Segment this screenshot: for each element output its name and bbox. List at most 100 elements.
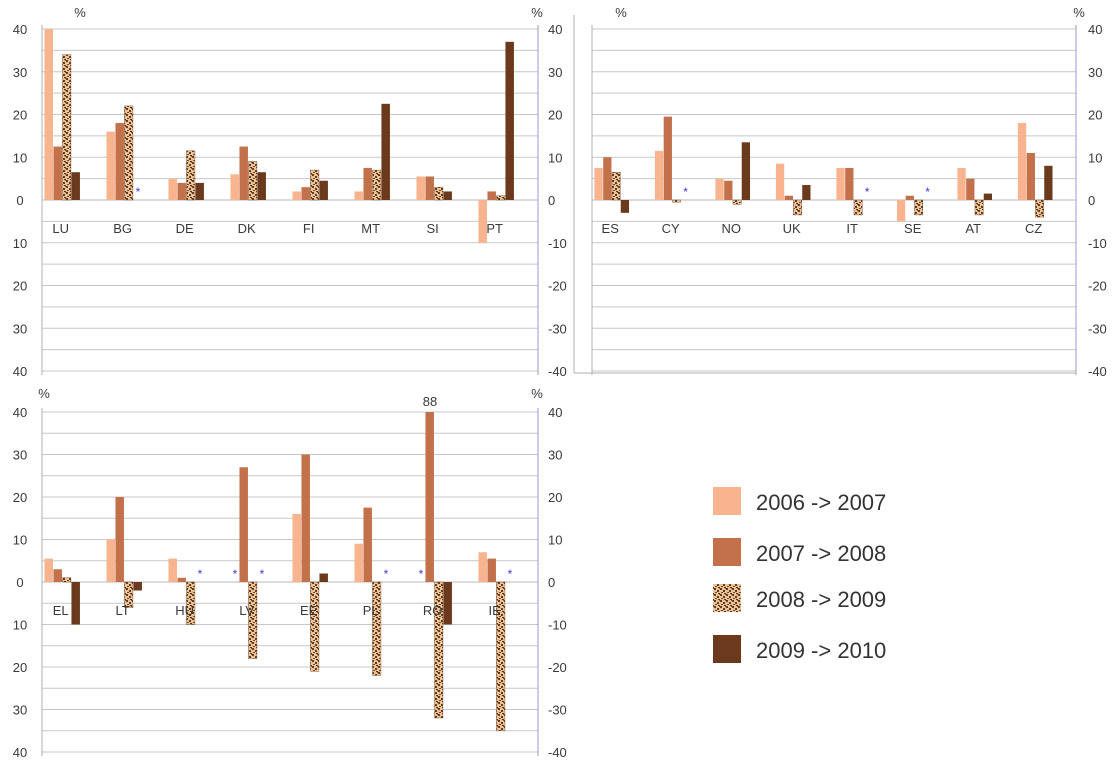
bar [363, 507, 372, 582]
bar [496, 581, 506, 731]
missing-value-marker: * [508, 567, 513, 581]
category-label: SE [904, 221, 922, 236]
missing-value-marker: * [683, 185, 688, 199]
legend-swatch-2006-2007 [713, 487, 741, 515]
bar [416, 176, 425, 200]
bar [62, 577, 72, 583]
bar [239, 467, 248, 582]
bar [177, 577, 186, 582]
right-tick-label: 20 [548, 108, 562, 123]
category-label: LV [239, 603, 254, 618]
bar [966, 178, 975, 200]
bar [853, 199, 863, 216]
bar [381, 103, 390, 200]
category-label: IE [489, 603, 502, 618]
bar [239, 146, 248, 200]
missing-value-marker: * [136, 185, 141, 199]
bar [133, 582, 142, 591]
legend-swatch-2009-2010 [713, 635, 741, 663]
right-tick-label: -30 [548, 703, 567, 718]
bar [496, 195, 506, 201]
right-tick-label: -40 [1088, 364, 1107, 379]
bar [310, 581, 320, 672]
bar [53, 146, 62, 200]
left-tick-label: 20 [13, 490, 27, 505]
bar [905, 195, 914, 200]
right-tick-label: 0 [1088, 193, 1095, 208]
bar [62, 54, 72, 201]
bar [177, 182, 186, 200]
bar [505, 41, 514, 201]
right-tick-label: -40 [548, 745, 567, 760]
left-tick-label: 30 [13, 321, 27, 336]
left-tick-label: 0 [16, 193, 23, 208]
bar [741, 142, 751, 200]
right-tick-label: -10 [548, 618, 567, 633]
missing-value-marker: * [865, 185, 870, 199]
legend-swatch-2008-2009 [713, 584, 741, 612]
right-tick-label: 20 [548, 490, 562, 505]
bar [310, 169, 320, 201]
category-label: FI [303, 221, 315, 236]
bar [983, 193, 993, 200]
bar [957, 167, 966, 200]
bar [319, 180, 328, 200]
unit-label-right: % [1073, 5, 1085, 20]
bar [44, 558, 53, 582]
left-tick-label: 0 [16, 575, 23, 590]
bar [124, 581, 134, 608]
bar [71, 582, 80, 625]
bar [594, 167, 603, 200]
left-tick-label: 20 [13, 108, 27, 123]
unit-label-left: % [615, 5, 627, 20]
bar [301, 454, 310, 582]
category-label: HU [175, 603, 194, 618]
left-tick-label: 10 [13, 236, 27, 251]
bar [1017, 123, 1027, 200]
bar [186, 150, 196, 201]
bar [434, 581, 444, 719]
bar [425, 412, 434, 582]
right-tick-label: -40 [548, 364, 567, 379]
unit-label-right: % [531, 5, 543, 20]
category-label: SI [427, 221, 439, 236]
bar [372, 169, 382, 201]
bar [672, 199, 681, 203]
category-label: EE [300, 603, 318, 618]
left-tick-label: 20 [13, 279, 27, 294]
missing-value-marker: * [260, 567, 265, 581]
legend: 2006 -> 2007 2007 -> 2008 2008 -> 2009 2… [713, 487, 886, 663]
category-label: EL [53, 603, 69, 618]
bar [654, 150, 664, 200]
bar [974, 199, 984, 216]
unit-label-left: % [74, 5, 86, 20]
bar [257, 172, 266, 200]
bar [53, 569, 62, 582]
right-tick-label: -10 [1088, 236, 1107, 251]
legend-label: 2008 -> 2009 [756, 587, 886, 612]
missing-value-marker: * [419, 567, 424, 581]
right-tick-label: 40 [548, 405, 562, 420]
bar [115, 123, 124, 200]
bar [186, 581, 196, 625]
bar [1035, 199, 1044, 218]
right-tick-label: -20 [548, 660, 567, 675]
missing-value-marker: * [925, 185, 930, 199]
category-label: NO [721, 221, 741, 236]
right-tick-label: 0 [548, 193, 555, 208]
bar [663, 116, 672, 200]
legend-label: 2007 -> 2008 [756, 541, 886, 566]
bar [372, 581, 382, 676]
right-tick-label: 10 [1088, 150, 1102, 165]
chart-panel-top-right: 40 30 20 10 0 -10 -20 -30 -40% % ES * CY NO UK * IT * SE AT… [573, 5, 1107, 379]
bar [732, 199, 742, 205]
bar [611, 172, 621, 201]
bar [124, 105, 134, 201]
category-label: PL [363, 603, 379, 618]
left-tick-label: 10 [13, 533, 27, 548]
bar [724, 180, 733, 200]
category-label: LT [116, 603, 130, 618]
bar [44, 29, 53, 200]
bar [168, 558, 177, 582]
